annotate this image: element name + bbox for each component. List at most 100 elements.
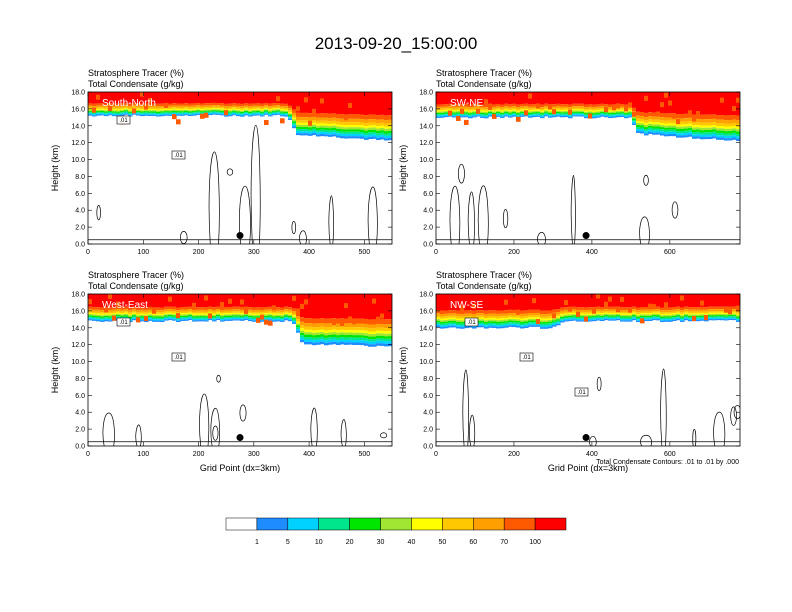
y-tick-label: 10.0 [419,359,433,366]
y-tick-label: 14.0 [419,123,433,130]
colorbar-label: 20 [346,539,354,546]
colorbar-label: 70 [500,539,508,546]
colorbar-swatch [442,517,474,531]
colorbar-swatch [411,517,443,531]
condensate-contours [436,368,740,446]
y-tick-label: 8.0 [75,376,85,383]
figure-title: 2013-09-20_15:00:00 [315,34,478,53]
y-tick-label: 8.0 [423,376,433,383]
location-marker [582,434,590,442]
panel-title-condensate: Total Condensate (g/kg) [88,281,184,291]
panel-nw-se: .01 .01 .01 0.0 2.0 4.0 6.0 8.0 10.0 12.0 14.0 16.0… [398,270,741,473]
panel-title-tracer: Stratosphere Tracer (%) [88,68,184,78]
contour-note: Total Condensate Contours: .01 to .01 by… [596,459,739,466]
x-axis-label: Grid Point (dx=3km) [200,463,280,473]
y-axis-label: Height (km) [398,347,408,394]
panel-label: SW-NE [450,98,483,109]
y-tick-label: 0.0 [423,444,433,451]
panel-title-condensate: Total Condensate (g/kg) [436,281,532,291]
colorbar-label: 30 [377,539,385,546]
colorbar-swatch [380,517,412,531]
condensate-contours [88,124,392,244]
contour-label: .01 [119,320,128,326]
contour-label-box [574,387,589,397]
panel-label: West-East [102,300,148,311]
y-tick-label: 4.0 [75,410,85,417]
y-tick-label: 0.0 [75,242,85,249]
colorbar-label: 1 [255,539,259,546]
contour-label-box [116,115,131,125]
colorbar-label: 60 [469,539,477,546]
contour-label-box [519,352,534,362]
x-tick-label: 200 [508,451,520,458]
colorbar: 1 5 10 20 30 40 50 60 70 100 [225,517,567,546]
y-tick-label: 10.0 [71,157,85,164]
y-tick-label: 18.0 [71,90,85,97]
y-tick-label: 2.0 [423,427,433,434]
panel-title-tracer: Stratosphere Tracer (%) [436,68,532,78]
plot-frame [435,91,741,245]
contour-label-box [464,317,479,327]
x-tick-label: 400 [586,249,598,256]
y-tick-label: 12.0 [71,140,85,147]
contour-label: .01 [174,355,183,361]
y-tick-label: 6.0 [423,393,433,400]
contour-label: .01 [119,118,128,124]
y-tick-label: 16.0 [419,106,433,113]
colorbar-swatch [318,517,350,531]
plot-frame [435,293,741,447]
colorbar-swatch [256,517,289,531]
y-tick-label: 18.0 [419,292,433,299]
contour-label-box [171,150,186,160]
y-tick-label: 8.0 [75,174,85,181]
location-marker [582,232,590,240]
y-tick-label: 12.0 [419,342,433,349]
location-marker [236,434,244,442]
y-tick-label: 2.0 [423,225,433,232]
x-axis-label: Grid Point (dx=3km) [548,463,628,473]
y-tick-label: 4.0 [423,410,433,417]
colorbar-label: 100 [529,539,541,546]
plot-frame [87,91,393,245]
panel-title-condensate: Total Condensate (g/kg) [88,79,184,89]
colorbar-label: 10 [315,539,323,546]
x-tick-label: 200 [193,451,205,458]
y-tick-label: 2.0 [75,427,85,434]
y-tick-label: 18.0 [71,292,85,299]
x-tick-label: 100 [137,249,149,256]
y-tick-label: 18.0 [419,90,433,97]
panel-label: NW-SE [450,300,483,311]
x-tick-label: 500 [359,249,371,256]
panel-sw-ne: 0.0 2.0 4.0 6.0 8.0 10.0 12.0 14.0 16.0 18.0 0 200 4… [398,68,741,256]
contour-label: .01 [174,153,183,159]
x-tick-label: 200 [508,249,520,256]
colorbar-swatch [225,517,258,531]
x-tick-label: 400 [303,451,315,458]
y-tick-label: 16.0 [419,308,433,315]
colorbar-swatch [473,517,505,531]
panel-label: South-North [102,98,156,109]
x-tick-label: 0 [434,451,438,458]
x-tick-label: 400 [586,451,598,458]
panel-title-tracer: Stratosphere Tracer (%) [88,270,184,280]
colorbar-swatch [349,517,381,531]
colorbar-label: 5 [286,539,290,546]
colorbar-label: 50 [438,539,446,546]
panel-title-tracer: Stratosphere Tracer (%) [436,270,532,280]
x-tick-label: 200 [193,249,205,256]
x-tick-label: 0 [86,249,90,256]
tracer-field [436,294,740,446]
y-tick-label: 14.0 [419,325,433,332]
plot-frame [87,293,393,447]
contour-label: .01 [467,320,476,326]
x-tick-label: 600 [664,451,676,458]
contour-label-box [116,317,131,327]
x-tick-label: 500 [359,451,371,458]
y-tick-label: 6.0 [75,191,85,198]
contour-label: .01 [577,390,586,396]
x-tick-label: 400 [303,249,315,256]
panels: .01 .01 0.0 2.0 4.0 6.0 8.0 10.0 12.0 14.0 16.0 18.… [50,68,741,473]
tracer-field [436,92,740,244]
tracer-field [88,294,392,446]
